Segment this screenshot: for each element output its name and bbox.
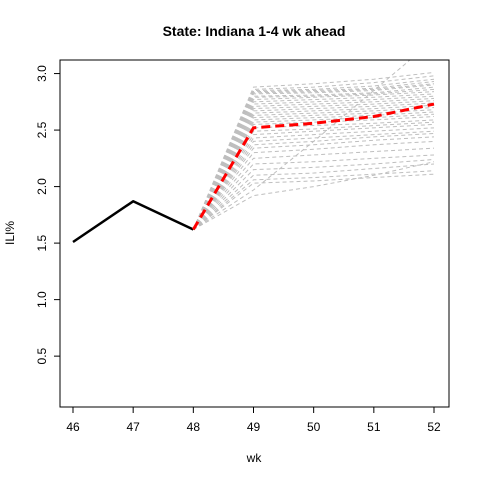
y-tick-label: 0.5 — [35, 347, 49, 364]
y-tick-label: 2.0 — [35, 178, 49, 195]
y-tick-label: 3.0 — [35, 65, 49, 82]
y-tick-label: 1.5 — [35, 234, 49, 251]
x-axis-label: wk — [246, 451, 263, 465]
x-tick-label: 49 — [247, 420, 261, 434]
x-tick-label: 51 — [367, 420, 381, 434]
forecast-sample-line — [192, 88, 435, 230]
forecast-sample-line — [192, 127, 435, 230]
forecast-sample-line — [192, 71, 435, 230]
forecast-sample-line — [192, 121, 435, 230]
x-tick-label: 48 — [187, 420, 201, 434]
forecast-sample-line — [193, 170, 435, 230]
y-axis-label: ILI% — [3, 221, 17, 245]
forecast-sample-line — [192, 116, 435, 230]
forecast-samples — [192, 60, 435, 230]
forecast-sample-line — [192, 111, 435, 230]
forecast-sample-line — [192, 106, 435, 230]
forecast-sample-line — [192, 123, 435, 230]
forecast-sample-line — [192, 113, 435, 230]
forecast-sample-line — [192, 109, 435, 230]
forecast-sample-line — [192, 163, 435, 230]
forecast-sample-line — [192, 104, 435, 230]
x-tick-label: 52 — [427, 420, 441, 434]
observed-line — [72, 200, 194, 244]
plot-frame — [59, 59, 450, 408]
forecast-sample-line — [193, 173, 435, 230]
y-tick-label: 1.0 — [35, 291, 49, 308]
forecast-sample-line — [192, 147, 435, 230]
chart-title: State: Indiana 1-4 wk ahead — [163, 23, 346, 39]
x-axis: 46 47 48 49 50 51 52 — [66, 407, 441, 434]
x-tick-label: 47 — [126, 420, 140, 434]
x-tick-label: 50 — [307, 420, 321, 434]
forecast-sample-line — [192, 136, 435, 230]
forecast-sample-line — [192, 130, 435, 230]
forecast-mean-line — [192, 102, 435, 231]
forecast-sample-line — [192, 140, 435, 230]
forecast-sample-line — [192, 97, 435, 230]
forecast-sample-line — [192, 91, 435, 230]
forecast-sample-line — [192, 158, 435, 230]
y-tick-label: 2.5 — [35, 121, 49, 138]
forecast-sample-line — [192, 95, 435, 230]
forecast-sample-line — [192, 102, 435, 230]
forecast-sample-line — [192, 132, 435, 230]
forecast-sample-line — [192, 86, 435, 230]
forecast-sample-line — [192, 84, 435, 230]
forecast-sample-line — [193, 60, 411, 230]
forecast-sample-line — [192, 93, 435, 230]
x-tick-label: 46 — [66, 420, 80, 434]
forecast-sample-line — [193, 161, 435, 230]
y-axis: 0.5 1.0 1.5 2.0 2.5 3.0 — [35, 65, 60, 364]
forecast-sample-line — [192, 100, 435, 230]
main-series — [72, 102, 435, 244]
forecast-sample-line — [192, 154, 435, 230]
